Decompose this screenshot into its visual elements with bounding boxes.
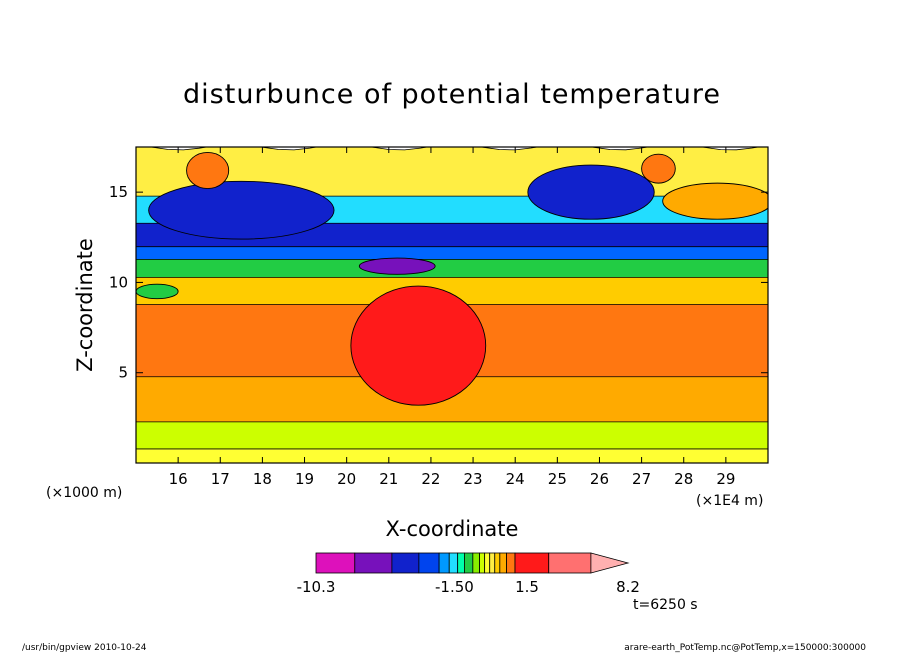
colorbar-segment-4 [438, 552, 450, 574]
colorbar-segment-11 [489, 552, 496, 574]
y-tick-label-10: 10 [109, 273, 128, 291]
x-tick-label-28: 28 [674, 470, 693, 488]
colorbar-segment-3 [418, 552, 440, 574]
feature-min-3 [527, 164, 655, 220]
contour-features [136, 151, 768, 406]
colorbar-segment-10 [484, 552, 491, 574]
plot-frame [135, 146, 769, 464]
footer-left: /usr/bin/gpview 2010-10-24 [22, 643, 147, 653]
colorbar-segment-12 [494, 552, 501, 574]
x-tick-label-27: 27 [632, 470, 651, 488]
y-tick-label-5: 5 [118, 364, 128, 382]
colorbar-label-3: 8.2 [616, 578, 640, 596]
colorbar-segment-0 [315, 552, 356, 574]
colorbar-segment-9 [479, 552, 486, 574]
feature-max-0 [350, 285, 487, 406]
y-axis-label: Z-coordinate [73, 238, 97, 372]
x-tick-label-25: 25 [548, 470, 567, 488]
feature-min-2 [148, 180, 335, 240]
x-unit-right-label: (×1E4 m) [696, 493, 763, 509]
plot-area [136, 147, 768, 463]
feature-min-7 [136, 283, 179, 300]
x-axis-label: X-coordinate [386, 517, 519, 541]
x-tick-label-22: 22 [421, 470, 440, 488]
x-tick-label-26: 26 [590, 470, 609, 488]
time-label: t=6250 s [633, 597, 698, 613]
x-tick-label-20: 20 [337, 470, 356, 488]
x-tick-label-19: 19 [295, 470, 314, 488]
chart-title: disturbunce of potential temperature [183, 79, 721, 110]
x-tick-label-24: 24 [506, 470, 525, 488]
colorbar-segment-7 [464, 552, 474, 574]
x-unit-left-label: (×1000 m) [46, 485, 122, 501]
colorbar-arrow [590, 552, 630, 574]
y-axis: 5 10 15 [109, 183, 768, 382]
band-4 [136, 270, 768, 305]
colorbar-label-0: -10.3 [297, 578, 336, 596]
colorbar-segment-5 [448, 552, 459, 574]
feature-max-6 [662, 182, 768, 220]
y-tick-label-15: 15 [109, 183, 128, 201]
colorbar-segment-14 [506, 552, 516, 574]
x-tick-label-29: 29 [716, 470, 735, 488]
colorbar-label-1: -1.50 [435, 578, 474, 596]
x-tick-label-18: 18 [253, 470, 272, 488]
colorbar-label-2: 1.5 [515, 578, 539, 596]
x-tick-label-16: 16 [169, 470, 188, 488]
colorbar-segment-15 [514, 552, 550, 574]
colorbar-segment-8 [472, 552, 480, 574]
colorbar-segment-16 [548, 552, 592, 574]
x-tick-label-23: 23 [464, 470, 483, 488]
band-1 [136, 414, 768, 449]
colorbar-labels: -10.3 -1.50 1.5 8.2 [297, 578, 640, 596]
feature-max-5 [641, 153, 676, 184]
feature-max-4 [186, 151, 230, 189]
colorbar-segment-13 [499, 552, 507, 574]
x-tick-label-21: 21 [379, 470, 398, 488]
x-axis: 16 17 18 19 20 21 22 23 24 25 26 27 28 29 [169, 147, 735, 488]
feature-min-1 [358, 257, 436, 275]
colorbar-segment-2 [391, 552, 420, 574]
colorbar-segment-1 [354, 552, 393, 574]
footer-right: arare-earth_PotTemp.nc@PotTemp,x=150000:… [624, 643, 866, 653]
x-tick-label-17: 17 [211, 470, 230, 488]
colorbar [315, 552, 630, 574]
colorbar-segment-6 [457, 552, 465, 574]
